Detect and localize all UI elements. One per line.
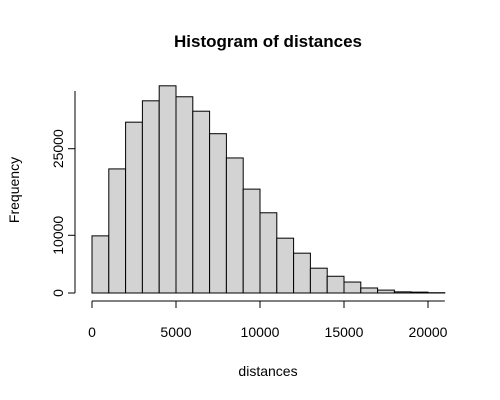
- y-tick-label: 10000: [50, 216, 66, 255]
- bar: [192, 110, 211, 294]
- bar: [209, 133, 227, 294]
- bar: [276, 237, 295, 294]
- bar: [393, 291, 412, 294]
- bar: [377, 289, 395, 294]
- bar: [91, 235, 110, 294]
- x-tick-label: 20000: [409, 324, 448, 340]
- bar: [309, 267, 328, 294]
- y-tick-label: 0: [50, 289, 66, 297]
- x-tick-label: 15000: [325, 324, 364, 340]
- x-tick-label: 0: [88, 324, 96, 340]
- bar: [225, 157, 244, 294]
- x-tick-label: 10000: [241, 324, 280, 340]
- y-tick-label: 25000: [50, 129, 66, 168]
- bar: [175, 96, 194, 294]
- y-axis-label: Frequency: [6, 157, 22, 223]
- bar: [125, 121, 143, 294]
- bar: [410, 291, 429, 294]
- bar: [293, 252, 311, 294]
- bar: [326, 275, 345, 294]
- chart-title: Histogram of distances: [174, 32, 362, 51]
- bar: [242, 188, 261, 294]
- bar: [108, 168, 127, 294]
- x-axis-label: distances: [238, 363, 297, 379]
- bar: [343, 281, 362, 294]
- bar: [158, 85, 177, 294]
- x-tick-label: 5000: [160, 324, 191, 340]
- bar: [141, 100, 160, 294]
- bar: [259, 212, 278, 294]
- bar: [360, 287, 379, 294]
